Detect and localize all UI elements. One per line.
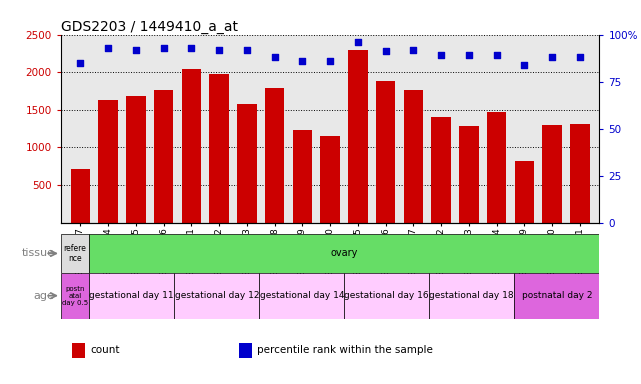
Text: percentile rank within the sample: percentile rank within the sample xyxy=(258,344,433,355)
Bar xyxy=(429,273,514,319)
Point xyxy=(103,45,113,51)
Text: gestational day 18: gestational day 18 xyxy=(429,291,514,300)
Point xyxy=(492,52,502,58)
Bar xyxy=(293,130,312,223)
Bar xyxy=(71,169,90,223)
Point xyxy=(269,54,279,60)
Text: age: age xyxy=(33,291,54,301)
Bar xyxy=(174,273,259,319)
Text: gestational day 16: gestational day 16 xyxy=(344,291,429,300)
Point xyxy=(575,54,585,60)
Bar xyxy=(320,136,340,223)
Text: gestational day 12: gestational day 12 xyxy=(174,291,259,300)
Point xyxy=(408,46,419,53)
Bar xyxy=(98,100,118,223)
Bar xyxy=(72,343,85,358)
Bar xyxy=(570,124,590,223)
Text: tissue: tissue xyxy=(22,248,54,258)
Text: postn
atal
day 0.5: postn atal day 0.5 xyxy=(62,286,88,306)
Bar xyxy=(348,50,367,223)
Point xyxy=(463,52,474,58)
Bar xyxy=(126,96,146,223)
Point xyxy=(547,54,557,60)
Bar xyxy=(515,161,534,223)
Text: gestational day 11: gestational day 11 xyxy=(90,291,174,300)
Bar xyxy=(181,69,201,223)
Point xyxy=(381,48,391,55)
Bar xyxy=(238,343,252,358)
Point xyxy=(436,52,446,58)
Bar xyxy=(344,273,429,319)
Point xyxy=(187,45,197,51)
Text: postnatal day 2: postnatal day 2 xyxy=(522,291,592,300)
Point xyxy=(214,46,224,53)
Bar xyxy=(61,273,89,319)
Bar xyxy=(61,234,89,273)
Bar xyxy=(404,90,423,223)
Bar xyxy=(487,112,506,223)
Point xyxy=(297,58,308,64)
Bar xyxy=(210,74,229,223)
Text: gestational day 14: gestational day 14 xyxy=(260,291,344,300)
Bar xyxy=(376,81,395,223)
Bar xyxy=(89,273,174,319)
Bar xyxy=(542,125,562,223)
Text: ovary: ovary xyxy=(331,248,358,258)
Point xyxy=(75,60,85,66)
Bar xyxy=(459,126,479,223)
Text: GDS2203 / 1449410_a_at: GDS2203 / 1449410_a_at xyxy=(61,20,238,33)
Bar xyxy=(431,117,451,223)
Point xyxy=(131,46,141,53)
Point xyxy=(242,46,252,53)
Point xyxy=(519,61,529,68)
Text: refere
nce: refere nce xyxy=(63,244,87,263)
Bar xyxy=(237,104,256,223)
Bar xyxy=(265,88,285,223)
Bar xyxy=(154,90,173,223)
Point xyxy=(325,58,335,64)
Bar xyxy=(514,273,599,319)
Point xyxy=(353,39,363,45)
Point xyxy=(158,45,169,51)
Text: count: count xyxy=(90,344,120,355)
Bar xyxy=(259,273,344,319)
